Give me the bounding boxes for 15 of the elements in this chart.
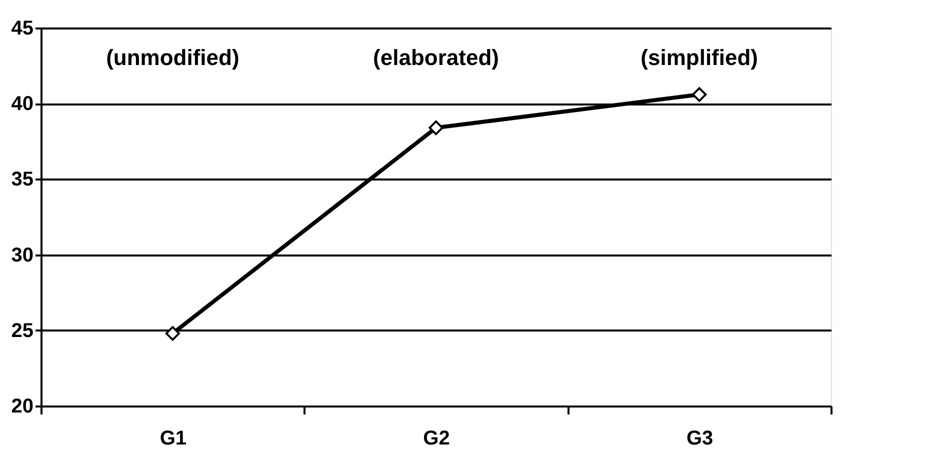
point — [692, 87, 707, 102]
annotation: (unmodified) — [106, 45, 240, 70]
y-tick-label: 35 — [11, 168, 34, 191]
y-tick-label: 40 — [11, 93, 34, 116]
y-tick-label: 30 — [11, 244, 34, 266]
annotation: (simplified) — [640, 45, 758, 70]
x-tick-label: G3 — [686, 428, 714, 450]
x-tick-label: G2 — [423, 428, 450, 450]
point — [165, 326, 180, 341]
y-tick-label: 20 — [11, 396, 34, 418]
x-tick-label: G1 — [160, 428, 187, 450]
y-tick-label: 25 — [11, 320, 34, 342]
annotation: (elaborated) — [373, 45, 499, 70]
y-tick-label: 45 — [11, 18, 34, 40]
point — [428, 120, 444, 136]
